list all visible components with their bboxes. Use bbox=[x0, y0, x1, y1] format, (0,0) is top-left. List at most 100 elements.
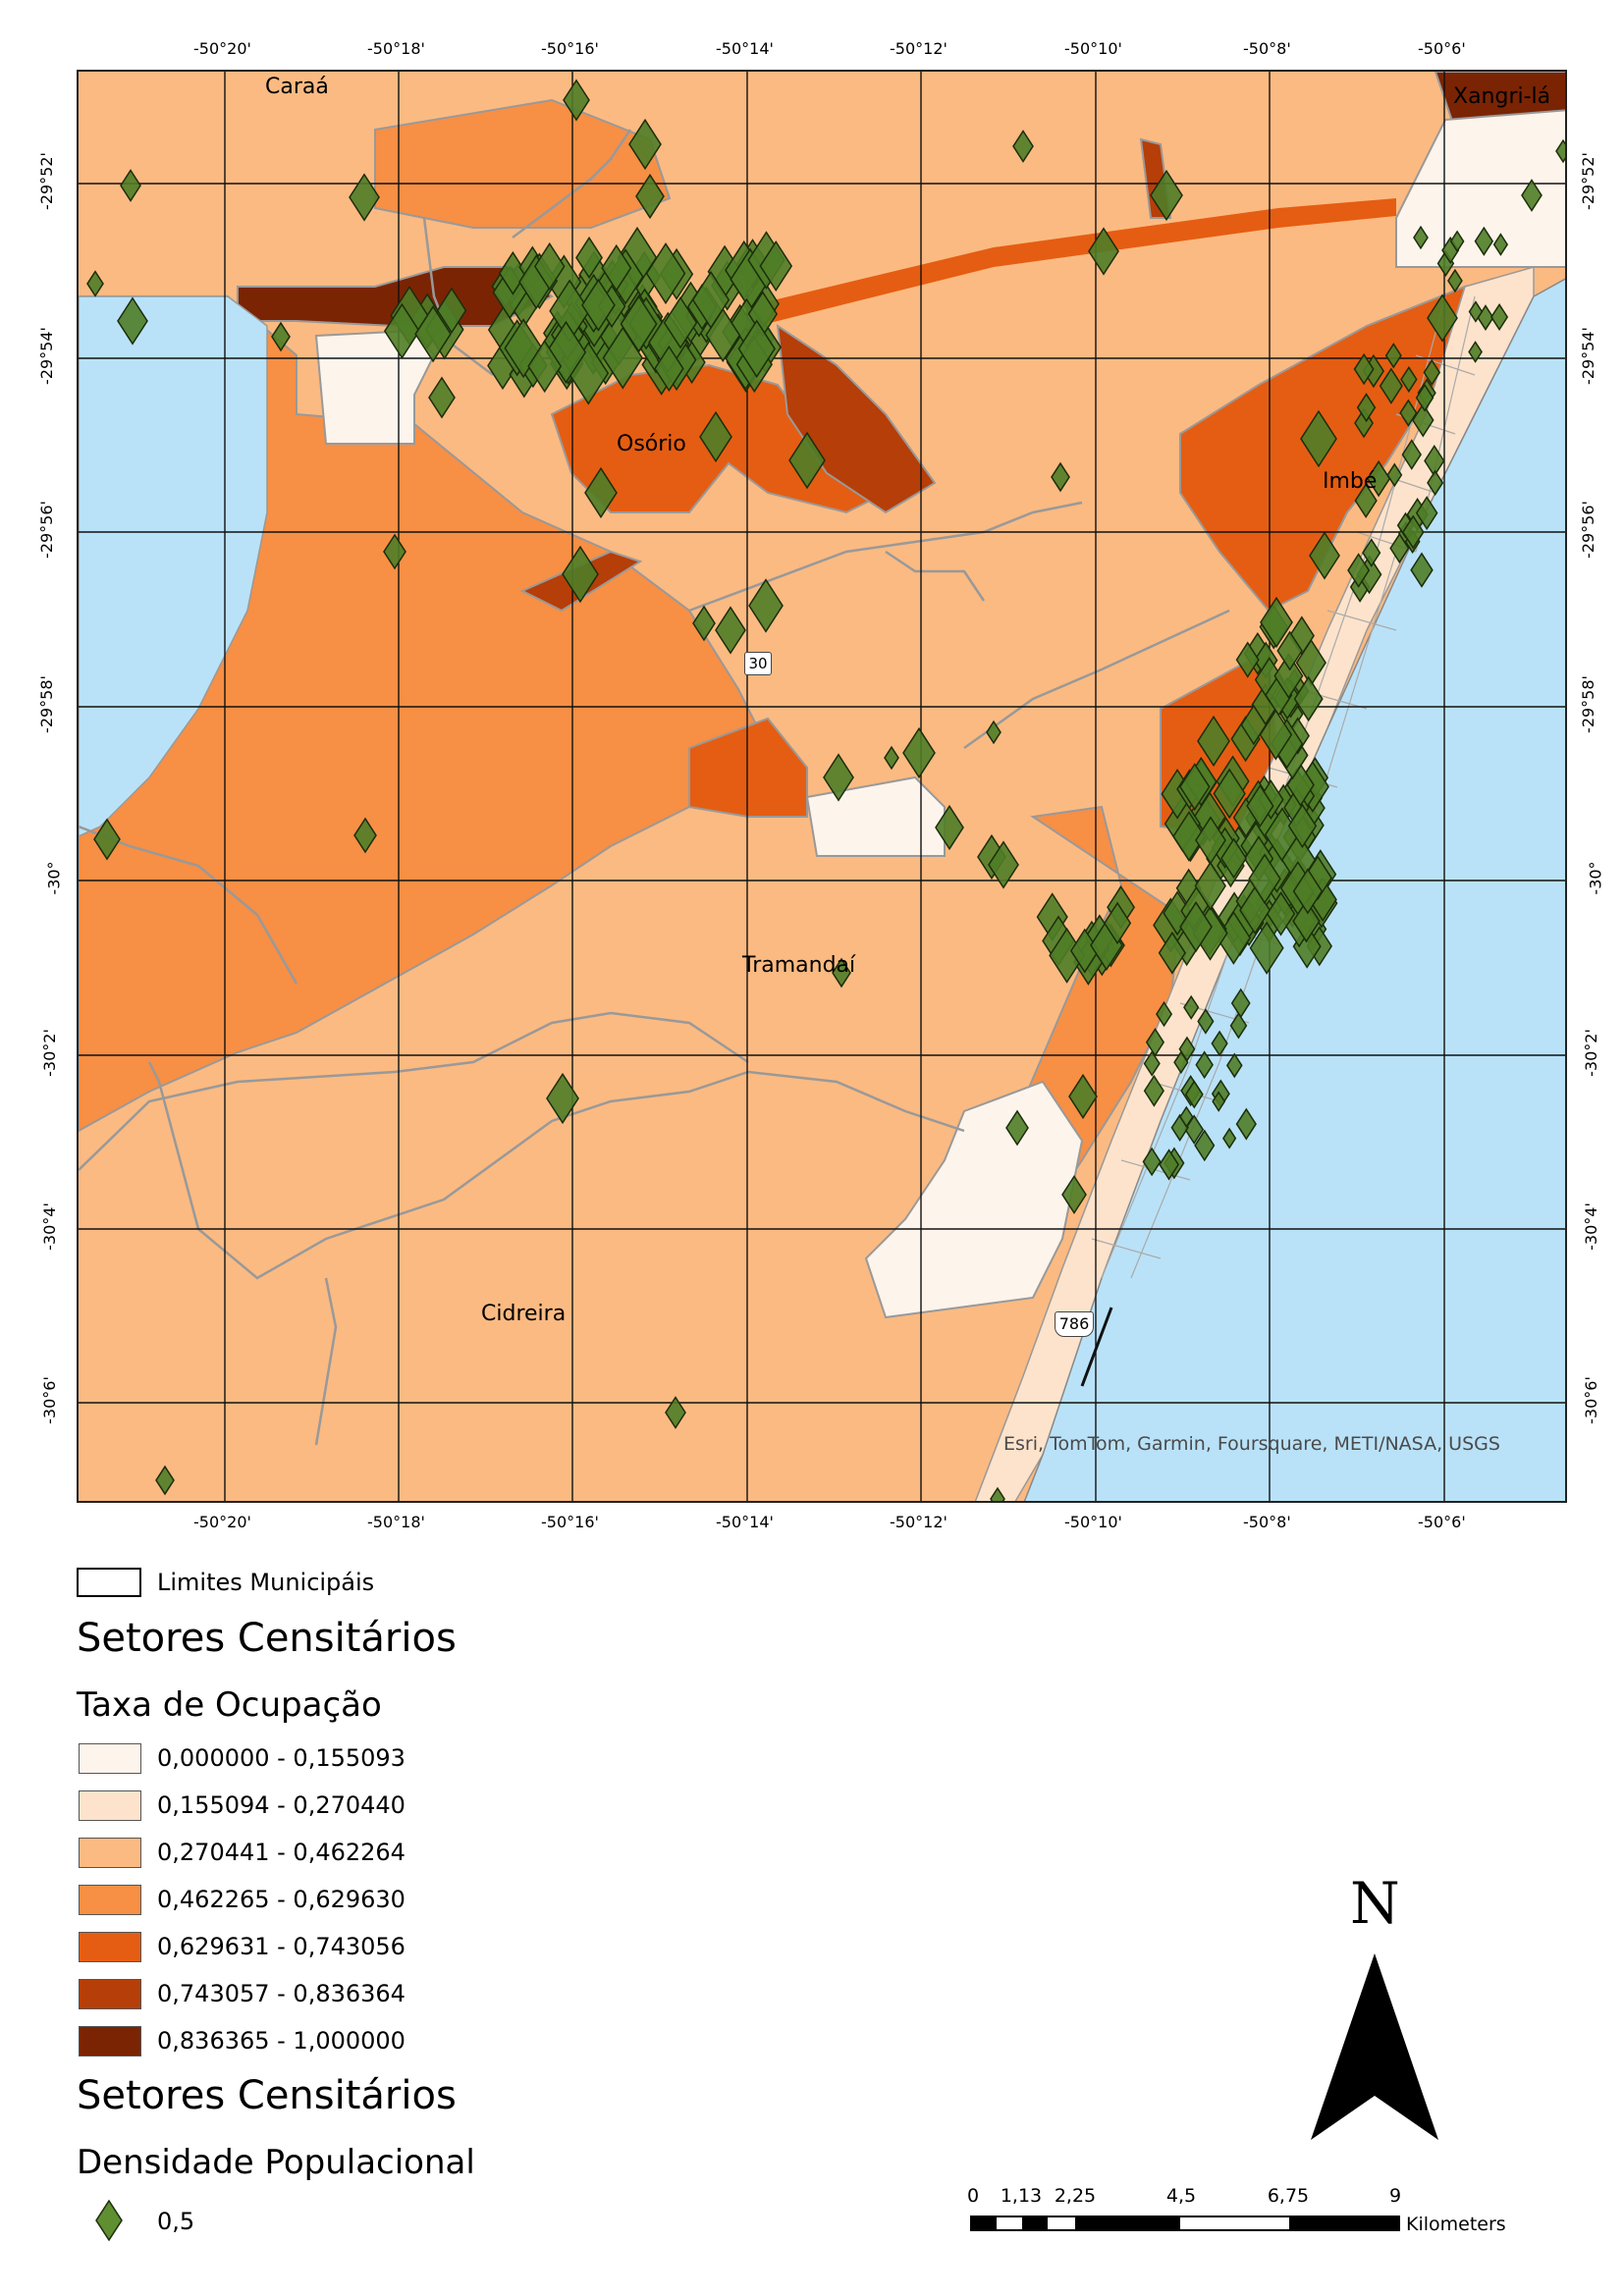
taxa-class5-strip bbox=[748, 198, 1396, 326]
density-diamond bbox=[1248, 853, 1281, 905]
density-diamond bbox=[1521, 179, 1543, 212]
road-shield-30: 30 bbox=[744, 652, 772, 675]
lat-label-right: -30°4' bbox=[1581, 1202, 1600, 1251]
density-diamond bbox=[663, 295, 698, 349]
lon-label-top: -50°12' bbox=[890, 39, 947, 58]
density-diamond bbox=[1222, 1127, 1237, 1149]
density-diamond bbox=[1400, 365, 1418, 394]
taxa-class6-south-osorio bbox=[776, 323, 937, 514]
density-diamond bbox=[93, 818, 121, 861]
density-diamond bbox=[1287, 803, 1318, 849]
density-diamond bbox=[1179, 1105, 1194, 1129]
legend-class7-swatch bbox=[79, 2026, 141, 2056]
legend-boundary-swatch bbox=[77, 1568, 141, 1597]
density-diamond bbox=[1449, 230, 1465, 253]
density-diamond bbox=[1413, 225, 1429, 250]
density-diamond bbox=[575, 236, 603, 280]
density-diamond bbox=[628, 118, 662, 171]
scale-label: 9 bbox=[1388, 2185, 1402, 2207]
density-diamond bbox=[1184, 1080, 1204, 1109]
scale-units: Kilometers bbox=[1406, 2214, 1506, 2235]
lon-label-top: -50°20' bbox=[193, 39, 251, 58]
density-diamond bbox=[1068, 1073, 1098, 1120]
density-diamond bbox=[1415, 496, 1438, 531]
scale-label: 0 bbox=[966, 2185, 980, 2207]
density-diamond bbox=[1211, 1030, 1228, 1057]
density-diamond bbox=[1468, 341, 1483, 363]
density-diamond bbox=[1240, 704, 1268, 746]
map-frame[interactable] bbox=[77, 70, 1567, 1503]
density-diamond bbox=[654, 345, 684, 393]
density-diamond bbox=[1260, 596, 1293, 649]
place-xangrila: Xangri-lá bbox=[1453, 84, 1551, 109]
lat-label-right: -29°52' bbox=[1578, 152, 1597, 210]
density-diamond bbox=[1415, 383, 1435, 412]
legend-class4-swatch bbox=[79, 1885, 141, 1915]
density-diamond bbox=[581, 278, 616, 332]
scale-label: 1,13 bbox=[1000, 2185, 1043, 2207]
density-diamond bbox=[1555, 138, 1565, 164]
density-diamond bbox=[1489, 302, 1509, 332]
density-diamond bbox=[1159, 1148, 1180, 1181]
scale-label: 4,5 bbox=[1165, 2185, 1197, 2207]
density-diamond bbox=[935, 804, 964, 851]
density-diamond bbox=[1300, 409, 1337, 468]
density-diamond bbox=[620, 294, 658, 353]
density-diamond bbox=[349, 173, 380, 222]
legend-class2-label: 0,155094 - 0,270440 bbox=[157, 1791, 406, 1819]
density-diamond bbox=[1362, 538, 1381, 567]
lon-label-top: -50°8' bbox=[1243, 39, 1291, 58]
density-diamond bbox=[1447, 268, 1463, 294]
density-diamond bbox=[705, 307, 741, 363]
density-diamond bbox=[1195, 816, 1226, 865]
density-diamond bbox=[1410, 552, 1434, 588]
density-diamond bbox=[1427, 294, 1458, 343]
density-diamond bbox=[1212, 1091, 1226, 1112]
place-imbe: Imbé bbox=[1323, 469, 1378, 494]
density-diamond bbox=[117, 296, 148, 346]
lat-label-left: -30°6' bbox=[39, 1376, 59, 1424]
density-diamond bbox=[86, 270, 104, 297]
map-canvas bbox=[79, 72, 1565, 1501]
density-diamond bbox=[1225, 1052, 1243, 1079]
density-diamond bbox=[1386, 462, 1403, 488]
legend-class6-label: 0,743057 - 0,836364 bbox=[157, 1980, 406, 2007]
density-diamond bbox=[1401, 514, 1425, 550]
density-diamond bbox=[584, 466, 618, 519]
density-diamond bbox=[546, 1072, 579, 1125]
density-diamond bbox=[1412, 402, 1435, 438]
density-diamond bbox=[383, 533, 406, 570]
road-shield-786-label: 786 bbox=[1058, 1314, 1090, 1333]
density-diamond bbox=[436, 287, 467, 335]
density-diamond bbox=[1292, 899, 1321, 943]
density-diamond bbox=[1293, 675, 1324, 722]
density-diamond bbox=[527, 340, 563, 394]
lon-label-bottom: -50°12' bbox=[890, 1513, 947, 1531]
density-diamond bbox=[1088, 227, 1119, 276]
density-diamond bbox=[1005, 1109, 1029, 1147]
density-diamond bbox=[1235, 1107, 1257, 1141]
density-diamond bbox=[1061, 1175, 1087, 1214]
density-diamond bbox=[759, 240, 793, 293]
scale-label: 2,25 bbox=[1054, 2185, 1097, 2207]
lat-label-left: -30° bbox=[44, 861, 64, 895]
legend-class1-swatch bbox=[79, 1743, 141, 1774]
density-diamond bbox=[1347, 553, 1371, 588]
density-diamond bbox=[1173, 1050, 1189, 1075]
density-diamond bbox=[1158, 931, 1186, 975]
lon-label-top: -50°10' bbox=[1064, 39, 1122, 58]
density-diamond bbox=[1367, 459, 1391, 498]
density-diamond bbox=[1220, 837, 1248, 880]
taxa-class5-central bbox=[688, 717, 808, 818]
density-diamond bbox=[1246, 784, 1274, 828]
density-diamond bbox=[155, 1465, 175, 1496]
density-diamond bbox=[1273, 653, 1304, 699]
lat-label-left: -30°4' bbox=[39, 1202, 59, 1251]
density-diamond bbox=[1379, 367, 1403, 404]
lat-label-left: -29°52' bbox=[36, 152, 56, 210]
place-caraa: Caraá bbox=[265, 75, 329, 99]
density-diamond bbox=[271, 321, 291, 352]
density-diamond bbox=[748, 578, 784, 633]
density-diamond bbox=[1145, 1028, 1165, 1057]
density-diamond bbox=[1354, 482, 1378, 519]
